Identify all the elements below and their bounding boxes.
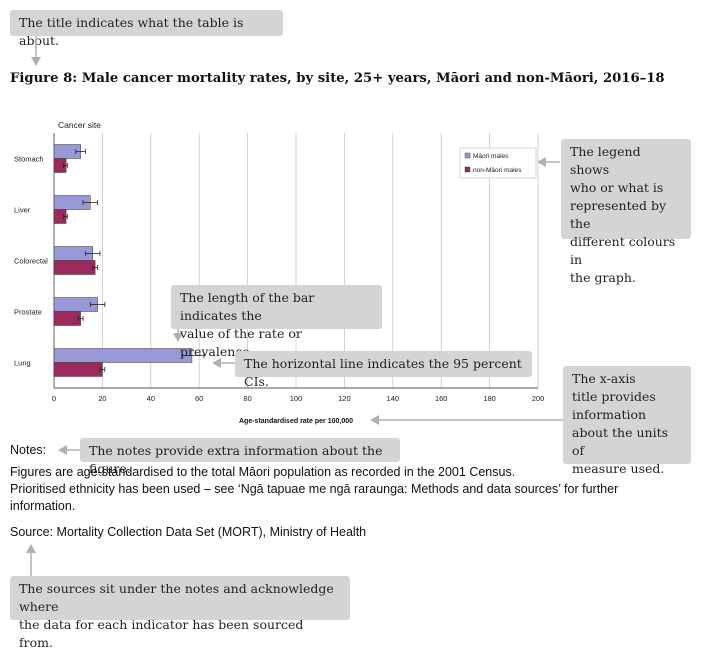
arrowhead-title	[31, 57, 41, 66]
notes-annotation: The notes provide extra information abou…	[80, 438, 400, 476]
source-text: Source: Mortality Collection Data Set (M…	[10, 525, 367, 539]
category-label: Colorectal	[14, 257, 48, 266]
ci-annotation: The horizontal line indicates the 95 per…	[235, 351, 532, 389]
x-tick-label: 120	[338, 394, 351, 403]
bar-non-maori	[53, 311, 81, 326]
arrowhead-ci	[212, 358, 221, 368]
category-label: Prostate	[14, 308, 42, 317]
x-axis: 0 20 40 60 80 100 120 140 160 180 200	[52, 387, 545, 403]
x-tick-label: 200	[532, 394, 545, 403]
x-tick-label: 20	[98, 394, 106, 403]
legend-swatch-non-maori	[464, 166, 471, 173]
notes-line: Prioritised ethnicity has been used – se…	[10, 482, 619, 496]
category-label: Stomach	[14, 155, 44, 164]
xaxis-annotation-line: measure used.	[572, 461, 665, 476]
x-tick-label: 180	[483, 394, 496, 403]
xaxis-annotation-line: information	[572, 407, 647, 422]
ci-annotation-text: The horizontal line indicates the 95 per…	[244, 356, 522, 389]
x-tick-label: 0	[52, 394, 56, 403]
x-tick-label: 160	[435, 394, 448, 403]
arrowhead-notes	[58, 445, 67, 455]
bars	[53, 144, 193, 377]
title-annotation: The title indicates what the table is ab…	[10, 10, 283, 48]
bar-maori	[53, 348, 193, 363]
figure-title: Figure 8: Male cancer mortality rates, b…	[10, 71, 665, 86]
notes-line: Figures are age-standardised to the tota…	[10, 465, 516, 479]
legend-box	[459, 147, 537, 179]
notes-text: Figures are age-standardised to the tota…	[10, 464, 710, 515]
notes-annotation-text: The notes provide extra information abou…	[89, 443, 383, 476]
sources-annotation-line: The sources sit under the notes and ackn…	[19, 581, 334, 614]
notes-line: information.	[10, 499, 76, 513]
x-tick-label: 80	[243, 394, 251, 403]
legend-annotation: The legend shows who or what is represen…	[561, 139, 691, 285]
bar-non-maori	[53, 260, 96, 275]
legend-label-non-maori: non-Māori males	[473, 167, 522, 174]
category-labels: Stomach Liver Colorectal Prostate Lung	[14, 155, 48, 368]
legend-annotation-line: The legend shows	[570, 144, 641, 177]
category-label: Lung	[14, 359, 31, 368]
legend-annotation-line: different colours in	[570, 234, 676, 267]
bar-length-annotation: The length of the bar indicates the valu…	[171, 285, 382, 359]
x-axis-title: Age-standardised rate per 100,000	[239, 418, 353, 425]
category-label: Liver	[14, 206, 31, 215]
arrowhead-legend	[537, 157, 546, 167]
arrowhead-sources	[26, 544, 36, 553]
arrowhead-xaxis	[370, 415, 379, 425]
bar-non-maori	[53, 362, 103, 377]
xaxis-annotation: The x-axis title provides information ab…	[563, 366, 691, 476]
legend-label-maori: Māori males	[473, 153, 509, 160]
y-axis-label: Cancer site	[58, 120, 101, 130]
legend-annotation-line: represented by the	[570, 198, 667, 231]
sources-annotation-line: the data for each indicator has been sou…	[19, 617, 304, 650]
title-annotation-text: The title indicates what the table is ab…	[19, 15, 244, 48]
legend-swatch-maori	[464, 152, 471, 159]
x-tick-label: 140	[387, 394, 400, 403]
confidence-intervals	[63, 149, 205, 372]
bar-length-annotation-line: The length of the bar indicates the	[180, 290, 315, 323]
xaxis-annotation-line: title provides	[572, 389, 656, 404]
xaxis-annotation-line: about the units of	[572, 425, 669, 458]
sources-annotation: The sources sit under the notes and ackn…	[10, 576, 350, 650]
x-tick-label: 100	[290, 394, 303, 403]
arrowhead-bar-length	[173, 333, 183, 342]
xaxis-annotation-line: The x-axis	[572, 371, 636, 386]
x-tick-label: 60	[195, 394, 203, 403]
legend-annotation-line: the graph.	[570, 270, 636, 285]
legend-annotation-line: who or what is	[570, 180, 664, 195]
legend: Māori males non-Māori males	[459, 147, 537, 179]
x-tick-label: 40	[147, 394, 155, 403]
notes-label: Notes:	[10, 443, 47, 457]
